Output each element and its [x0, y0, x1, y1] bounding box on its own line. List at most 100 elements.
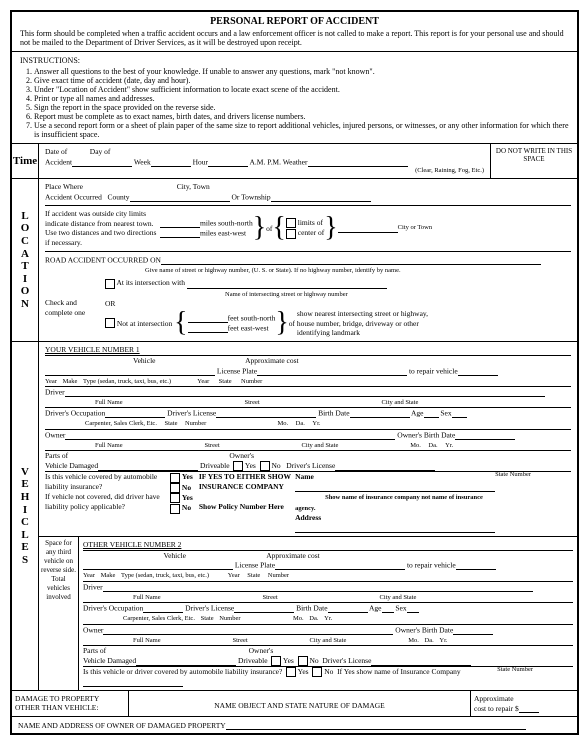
fullname-l2: Full Name — [95, 442, 123, 449]
number-l2: Number — [185, 420, 206, 427]
no2: No — [309, 656, 318, 665]
sn1: south-north — [218, 219, 253, 228]
occ-l2: Driver's Occupation — [83, 603, 143, 612]
not-int-l: Not at intersection — [117, 319, 172, 329]
street-l2: Street — [205, 442, 220, 449]
location-row: LOCATION Place Where City, Town Accident… — [12, 179, 577, 342]
name-l: Name — [295, 472, 314, 481]
cov2-l: Is this vehicle or driver covered by aut… — [83, 667, 282, 676]
occurred-l: Accident Occurred — [45, 192, 102, 201]
year2-l2: Year — [228, 572, 240, 579]
v1-drive-yes[interactable] — [233, 461, 243, 471]
da-l2: Da. — [428, 442, 437, 449]
owners-l: Owner's — [229, 451, 254, 460]
nc-yes[interactable] — [170, 493, 180, 503]
state-l4: State — [201, 615, 214, 622]
parts-l: Parts of — [45, 451, 68, 460]
cov-yes[interactable] — [170, 473, 180, 483]
citystate-l2: City and State — [302, 442, 339, 449]
damaged-l: Vehicle Damaged — [45, 461, 98, 470]
type-l: Type (sedan, truck, taxi, bus, etc.) — [83, 378, 171, 385]
dlic-l: Driver's License — [167, 409, 216, 418]
yr-l4: Yr. — [439, 637, 447, 644]
or-l: OR — [105, 299, 115, 308]
vehicles-content: YOUR VEHICLE NUMBER 1 Vehicle Approximat… — [39, 342, 577, 690]
sex-l2: Sex — [395, 603, 406, 612]
miles2: miles — [200, 229, 216, 238]
notcov-l: If vehicle not covered, did driver have … — [45, 492, 160, 511]
name-int-l: Name of intersecting street or highway n… — [225, 291, 348, 298]
state-l3: State — [247, 572, 260, 579]
v2-drive-no[interactable] — [298, 656, 308, 666]
number-l3: Number — [268, 572, 289, 579]
yr-l3: Yr. — [324, 615, 332, 622]
center-checkbox[interactable] — [286, 229, 296, 239]
ifyes2-l: If Yes show name of Insurance Company — [337, 667, 461, 676]
online-l: Give name of street or highway number, (… — [145, 267, 401, 274]
township-l: Or Township — [231, 192, 270, 201]
location-label: LOCATION — [12, 179, 39, 341]
obirth-l: Owner's Birth Date — [397, 430, 455, 439]
dlic2-l: Driver's License — [286, 461, 335, 470]
year-l2: Year — [83, 572, 95, 579]
v2-cov-yes[interactable] — [286, 667, 296, 677]
driveable-l2: Driveable — [238, 656, 268, 665]
cov-no[interactable] — [170, 483, 180, 493]
ifyes-l: IF YES TO EITHER SHOW INSURANCE COMPANY — [199, 472, 291, 491]
parts-l2: Parts of — [83, 646, 106, 655]
instr-3: Under "Location of Accident" show suffic… — [34, 85, 569, 94]
bottom-line: NAME AND ADDRESS OF OWNER OF DAMAGED PRO… — [12, 717, 577, 733]
damage-row: DAMAGE TO PROPERTY OTHER THAN VEHICLE: N… — [12, 691, 577, 717]
accident-l: Accident — [45, 157, 72, 166]
license-l1: License Plate — [217, 366, 257, 375]
n1: No — [182, 483, 191, 492]
v2-drive-yes[interactable] — [271, 656, 281, 666]
type-l2: Type (sedan, truck, taxi, bus, etc.) — [121, 572, 209, 579]
yr-l: Yr. — [312, 420, 320, 427]
form-intro: This form should be completed when a tra… — [20, 29, 569, 47]
v2-cov-no[interactable] — [312, 667, 322, 677]
yes3: Yes — [298, 667, 309, 676]
owner-l: Owner — [45, 430, 65, 439]
weather-l: Weather — [283, 157, 308, 166]
not-int-checkbox[interactable] — [105, 318, 115, 328]
limits-l: limits of — [298, 218, 323, 227]
week-l: Week — [134, 157, 151, 166]
miles1: miles — [200, 219, 216, 228]
driver-l2: Driver — [83, 582, 103, 591]
year2-l: Year — [197, 378, 209, 385]
birth-l: Birth Date — [318, 409, 349, 418]
policy-l: Show Policy Number Here — [199, 502, 284, 511]
instr-6: Report must be complete as to exact name… — [34, 112, 569, 121]
y2: Yes — [182, 493, 193, 502]
mo-l: Mo. — [278, 420, 289, 427]
driveable-l: Driveable — [200, 461, 230, 470]
nc-no[interactable] — [170, 504, 180, 514]
instr-4: Print or type all names and addresses. — [34, 94, 569, 103]
instructions-label: INSTRUCTIONS: — [20, 56, 80, 65]
yr-l2: Yr. — [445, 442, 453, 449]
repair-l2: to repair vehicle — [407, 561, 456, 570]
mo-l4: Mo. — [408, 637, 419, 644]
no3: No — [324, 667, 333, 676]
owners-l2: Owner's — [249, 646, 274, 655]
dlic3-l: Driver's License — [322, 656, 371, 665]
at-int-l: At its intersection with — [116, 278, 185, 287]
street-l4: Street — [233, 637, 248, 644]
of2: of — [289, 319, 295, 329]
fullname-l4: Full Name — [133, 637, 161, 644]
time-content: Date of Day of Accident Week Hour A.M. P… — [39, 144, 490, 178]
third-space: Space for any third vehicle on reverse s… — [39, 537, 79, 691]
age-l2: Age — [369, 603, 382, 612]
center-l: center of — [298, 228, 324, 237]
limits-checkbox[interactable] — [286, 218, 296, 228]
mo-l2: Mo. — [410, 442, 421, 449]
number-l4: Number — [219, 615, 240, 622]
v1-drive-no[interactable] — [260, 461, 270, 471]
do-not-write: DO NOT WRITE IN THIS SPACE — [490, 144, 577, 178]
hour-l: Hour — [193, 157, 208, 166]
statenumber-l2: State Number — [497, 666, 533, 674]
at-int-checkbox[interactable] — [105, 279, 115, 289]
check-l: Check and complete one — [45, 298, 105, 318]
date-of: Date of — [45, 147, 67, 156]
